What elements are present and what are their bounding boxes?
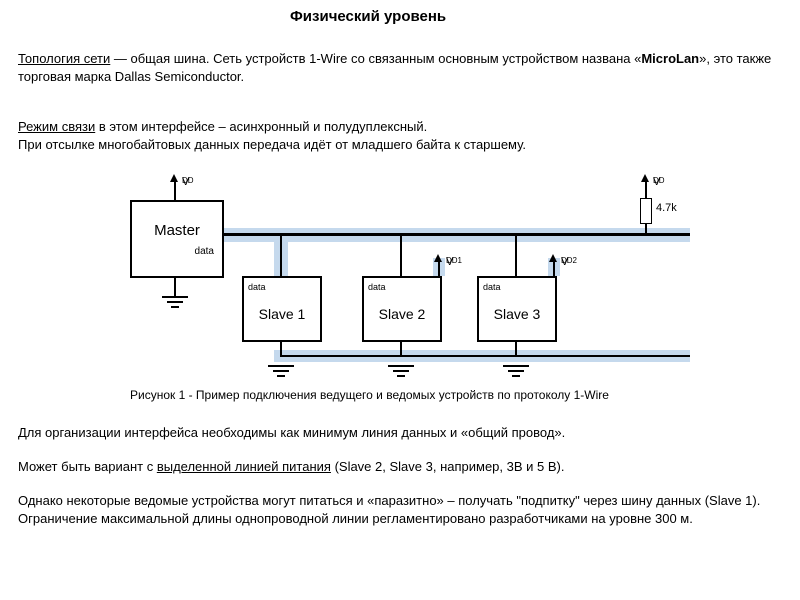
slave2-drop [400,235,402,278]
paragraph-parasite-limit: Однако некоторые ведомые устройства могу… [18,492,782,527]
slave3-vdd-line [553,260,555,276]
slave3-node: data Slave 3 [477,276,557,342]
slave2-vdd-line [438,260,440,276]
figure-caption: Рисунок 1 - Пример подключения ведущего … [130,388,650,402]
topology-term: Топология сети [18,51,110,66]
slave2-vdd-arrow-icon [434,254,442,262]
pullup-vdd-line [645,180,647,198]
slave1-node: data Slave 1 [242,276,322,342]
page-title: Физический уровень [290,8,446,25]
slave2-label: Slave 2 [364,306,440,322]
resistor-value: 4.7k [656,202,677,214]
master-gnd-bar [162,296,188,298]
onewire-diagram: Master data VDD data Slave 1 data Slave … [100,170,700,380]
slave3-vdd-arrow-icon [549,254,557,262]
pullup-resistor [640,198,652,224]
slave3-label: Slave 3 [479,306,555,322]
master-gnd-line [174,276,176,296]
paragraph-mode: Режим связи в этом интерфейсе – асинхрон… [18,118,782,153]
master-node: Master data [130,200,224,278]
mode-term: Режим связи [18,119,95,134]
paragraph-power-options: Может быть вариант с выделенной линией п… [18,458,782,476]
slave2-data-label: data [368,282,386,292]
master-label: Master [132,222,222,239]
master-vdd-arrow-icon [170,174,178,182]
ground-bus-line [280,355,690,357]
slave2-node: data Slave 2 [362,276,442,342]
paragraph-requirements: Для организации интерфейса необходимы ка… [18,424,782,442]
slave1-label: Slave 1 [244,306,320,322]
slave1-drop [280,235,282,278]
master-vdd-line [174,180,176,200]
master-data-label: data [132,246,214,257]
pullup-vdd-arrow-icon [641,174,649,182]
slave3-data-label: data [483,282,501,292]
slave1-data-label: data [248,282,266,292]
slave3-drop [515,235,517,278]
paragraph-topology: Топология сети — общая шина. Сеть устрой… [18,50,782,85]
